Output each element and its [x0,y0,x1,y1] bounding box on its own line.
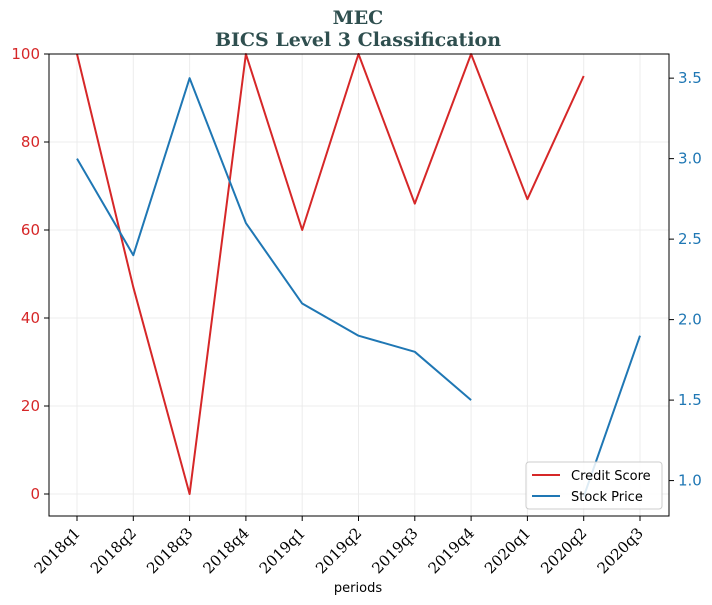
legend-label-credit-score: Credit Score [571,469,651,484]
right-tick-label: 3.0 [678,150,702,168]
x-tick-label: 2019q3 [368,524,421,577]
series-line-credit-score [76,53,585,495]
legend: Credit Score Stock Price [525,461,663,510]
x-axis-label: periods [334,581,382,596]
x-axis: 2018q1 2018q2 2018q3 2018q4 2019q1 2019q2 2019… [31,516,647,577]
left-axis: 0 20 40 60 80 100 [11,45,49,503]
left-tick-label: 0 [30,485,40,503]
x-tick-label: 2019q2 [312,524,365,577]
x-tick-label: 2018q2 [87,524,140,577]
chart-title: MEC [333,7,384,29]
right-tick-label: 3.5 [678,69,702,87]
right-tick-label: 2.5 [678,230,702,248]
left-tick-label: 60 [21,221,40,239]
x-tick-label: 2020q2 [537,524,590,577]
left-tick-label: 100 [11,45,40,63]
right-axis: 1.0 1.5 2.0 2.5 3.0 3.5 [669,69,702,490]
x-tick-label: 2018q4 [199,524,252,577]
x-tick-label: 2019q4 [425,524,478,577]
left-tick-label: 20 [21,397,40,415]
right-tick-label: 2.0 [678,311,702,329]
x-tick-label: 2018q3 [143,524,196,577]
x-tick-label: 2018q1 [31,524,84,577]
x-tick-label: 2020q1 [481,524,534,577]
right-tick-label: 1.0 [678,472,702,490]
left-tick-label: 40 [21,309,40,327]
right-tick-label: 1.5 [678,391,702,409]
legend-label-stock-price: Stock Price [571,490,643,505]
chart-subtitle: BICS Level 3 Classification [215,29,501,51]
left-tick-label: 80 [21,133,40,151]
x-tick-label: 2020q3 [594,524,647,577]
series-line-stock-price [76,77,472,401]
x-tick-label: 2019q1 [256,524,309,577]
grid [49,53,669,516]
legend-box [525,461,663,510]
